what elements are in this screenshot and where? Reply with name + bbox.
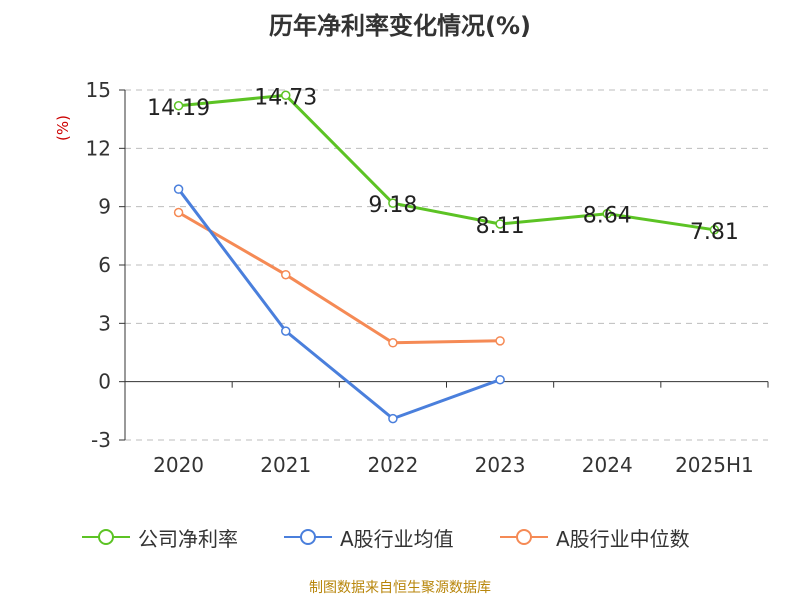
data-label: 8.11 — [476, 214, 525, 239]
data-label: 7.81 — [690, 220, 739, 245]
data-point[interactable] — [388, 413, 398, 424]
data-point[interactable] — [495, 374, 505, 385]
legend-item-industry-median[interactable]: A股行业中位数 — [498, 520, 690, 554]
x-tick-label: 2024 — [582, 453, 633, 477]
y-tick-label: 12 — [86, 136, 111, 160]
data-point[interactable] — [495, 336, 505, 346]
series-line-1 — [177, 188, 501, 421]
data-point[interactable] — [388, 338, 398, 348]
axes: 15 12 9 6 3 0 -3 2020 2021 2022 2023 2024 2025H1 — [86, 78, 769, 477]
data-label: 8.64 — [583, 204, 632, 229]
legend-label: A股行业中位数 — [556, 526, 690, 551]
data-labels: 14.19 14.73 9.18 8.11 8.64 7.81 — [147, 85, 739, 245]
data-point[interactable] — [495, 219, 505, 229]
x-tick-label: 2021 — [260, 453, 311, 477]
series-line-2 — [177, 211, 501, 345]
data-label: 14.73 — [254, 85, 317, 110]
series-lines — [173, 90, 720, 424]
y-tick-label: 3 — [98, 311, 111, 335]
x-tick-label: 2020 — [153, 453, 204, 477]
data-point[interactable] — [388, 198, 398, 208]
legend: 公司净利率 A股行业均值 A股行业中位数 — [0, 520, 800, 554]
y-tick-label: 15 — [86, 78, 111, 102]
legend-item-company-net-margin[interactable]: 公司净利率 — [80, 520, 238, 554]
gridlines — [125, 89, 768, 441]
data-point[interactable] — [602, 208, 612, 219]
legend-marker-company-net-margin — [82, 529, 130, 545]
y-axis-label: (%) — [54, 115, 72, 141]
y-tick-label: 0 — [98, 370, 111, 394]
legend-marker-industry-median — [500, 529, 548, 545]
data-point[interactable] — [173, 101, 184, 111]
chart-source-note: 制图数据来自恒生聚源数据库 — [309, 580, 491, 596]
data-point[interactable] — [173, 207, 184, 218]
chart-title: 历年净利率变化情况(%) — [269, 12, 531, 40]
data-label: 14.19 — [147, 96, 210, 121]
series-line-0 — [178, 93, 715, 232]
data-point[interactable] — [709, 225, 720, 235]
data-point[interactable] — [281, 269, 291, 280]
data-point[interactable] — [281, 326, 291, 336]
data-point[interactable] — [173, 184, 184, 194]
legend-marker-industry-average — [284, 529, 332, 545]
y-tick-label: -3 — [91, 428, 111, 452]
legend-item-industry-average[interactable]: A股行业均值 — [282, 520, 454, 554]
data-point[interactable] — [281, 90, 291, 100]
legend-label: A股行业均值 — [340, 526, 454, 551]
data-label: 9.18 — [368, 193, 417, 218]
y-tick-label: 6 — [98, 253, 111, 277]
x-tick-label: 2023 — [475, 453, 526, 477]
legend-label: 公司净利率 — [138, 526, 238, 551]
y-tick-label: 9 — [98, 195, 111, 219]
x-tick-label: 2022 — [367, 453, 418, 477]
x-tick-label: 2025H1 — [675, 453, 754, 477]
